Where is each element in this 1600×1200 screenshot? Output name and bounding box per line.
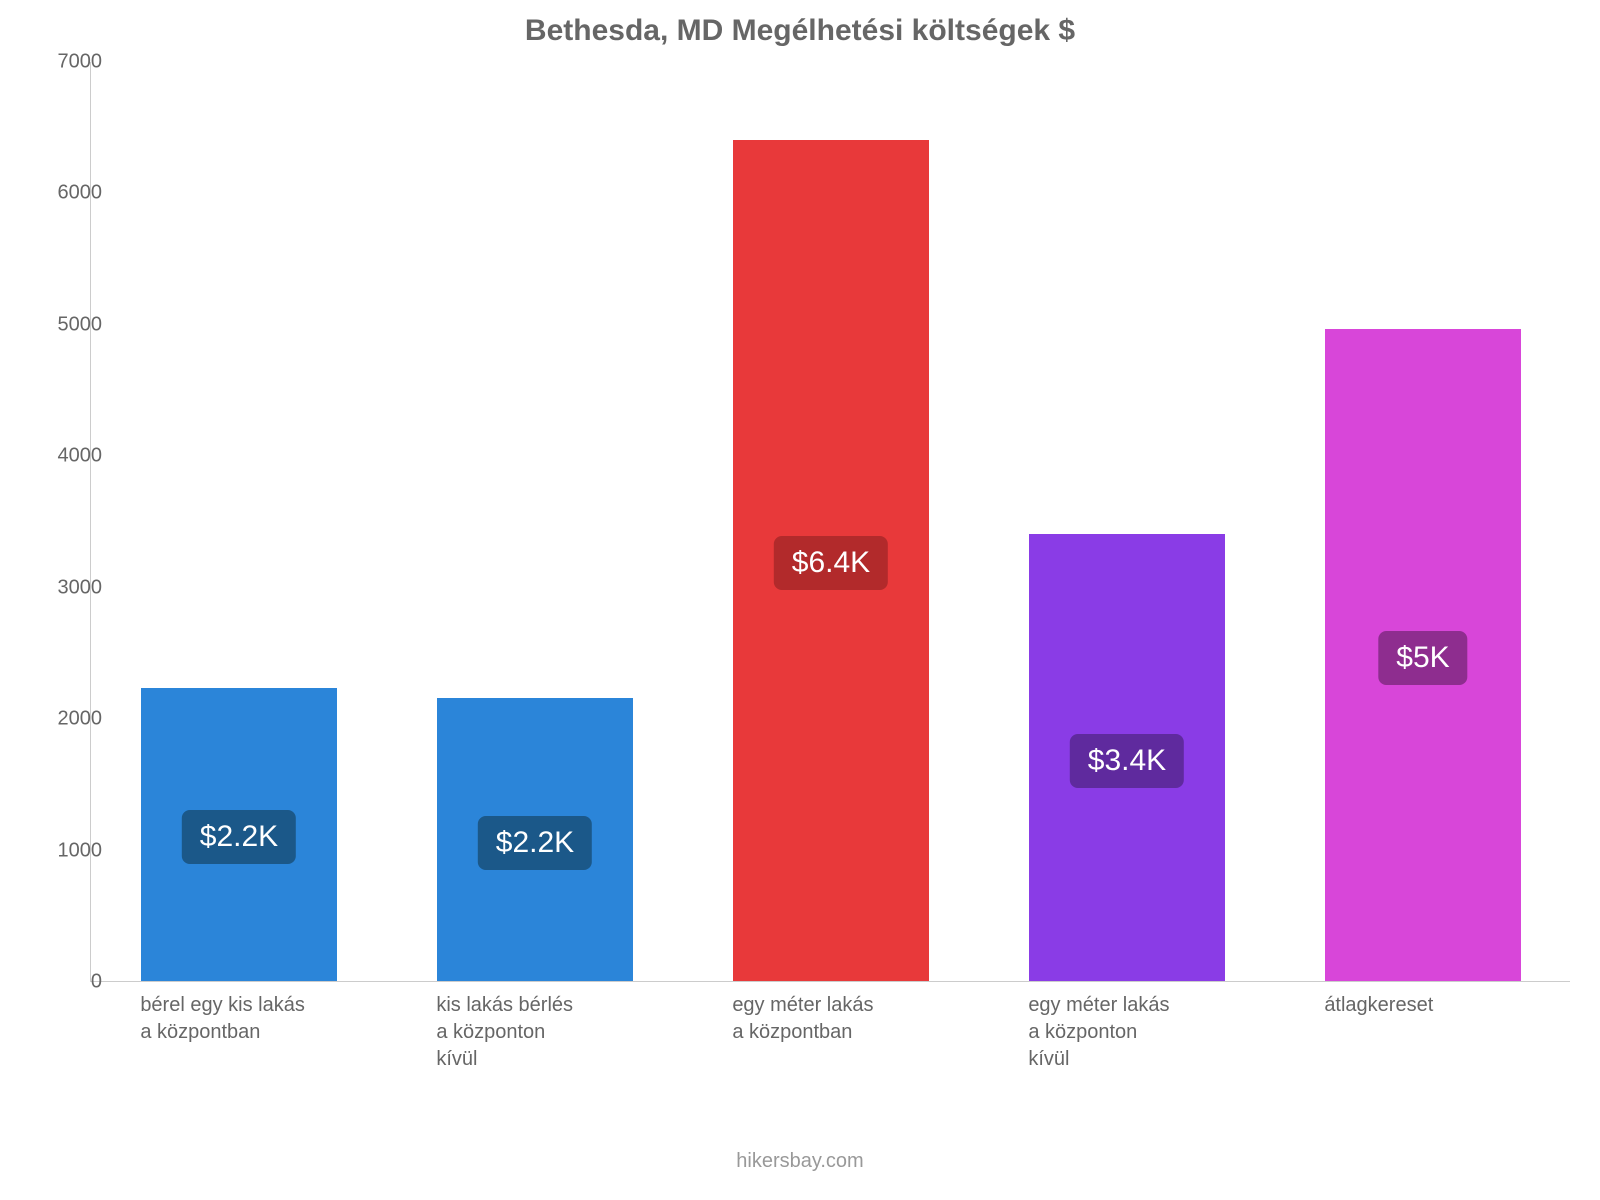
bar-badge-layer: $6.4K bbox=[683, 140, 979, 981]
y-tick-label: 4000 bbox=[22, 445, 102, 468]
y-tick-label: 6000 bbox=[22, 182, 102, 205]
bar-badge-layer: $2.2K bbox=[387, 698, 683, 981]
chart-footer-credit: hikersbay.com bbox=[0, 1150, 1600, 1173]
bar-value-badge: $2.2K bbox=[182, 810, 296, 864]
bar-value-badge: $2.2K bbox=[478, 816, 592, 870]
y-tick-label: 2000 bbox=[22, 708, 102, 731]
x-tick-label: egy méter lakása központonkívül bbox=[1028, 992, 1263, 1073]
cost-of-living-chart: Bethesda, MD Megélhetési költségek $ $2.… bbox=[0, 0, 1600, 1200]
bar-value-badge: $5K bbox=[1378, 631, 1467, 685]
bars-container: $2.2K $2.2K $6.4K $3.4K $5K bbox=[91, 62, 1570, 981]
y-tick-label: 1000 bbox=[22, 839, 102, 862]
bar-badge-layer: $5K bbox=[1275, 329, 1571, 981]
bar-value-badge: $3.4K bbox=[1070, 734, 1184, 788]
x-tick-label: átlagkereset bbox=[1324, 992, 1559, 1019]
x-tick-label: egy méter lakása központban bbox=[732, 992, 967, 1046]
bar-slot: $2.2K bbox=[91, 62, 387, 981]
bar-slot: $6.4K bbox=[683, 62, 979, 981]
chart-title: Bethesda, MD Megélhetési költségek $ bbox=[0, 14, 1600, 48]
y-tick-label: 0 bbox=[22, 971, 102, 994]
x-tick-label: bérel egy kis lakása központban bbox=[140, 992, 375, 1046]
bar-slot: $2.2K bbox=[387, 62, 683, 981]
bar-badge-layer: $3.4K bbox=[979, 534, 1275, 981]
bar-slot: $5K bbox=[1275, 62, 1571, 981]
x-tick-label: kis lakás bérlésa központonkívül bbox=[436, 992, 671, 1073]
plot-area: $2.2K $2.2K $6.4K $3.4K $5K bbox=[90, 62, 1570, 982]
y-tick-label: 7000 bbox=[22, 51, 102, 74]
y-tick-label: 5000 bbox=[22, 313, 102, 336]
bar-slot: $3.4K bbox=[979, 62, 1275, 981]
bar-value-badge: $6.4K bbox=[774, 536, 888, 590]
bar-badge-layer: $2.2K bbox=[91, 688, 387, 981]
y-tick-label: 3000 bbox=[22, 576, 102, 599]
